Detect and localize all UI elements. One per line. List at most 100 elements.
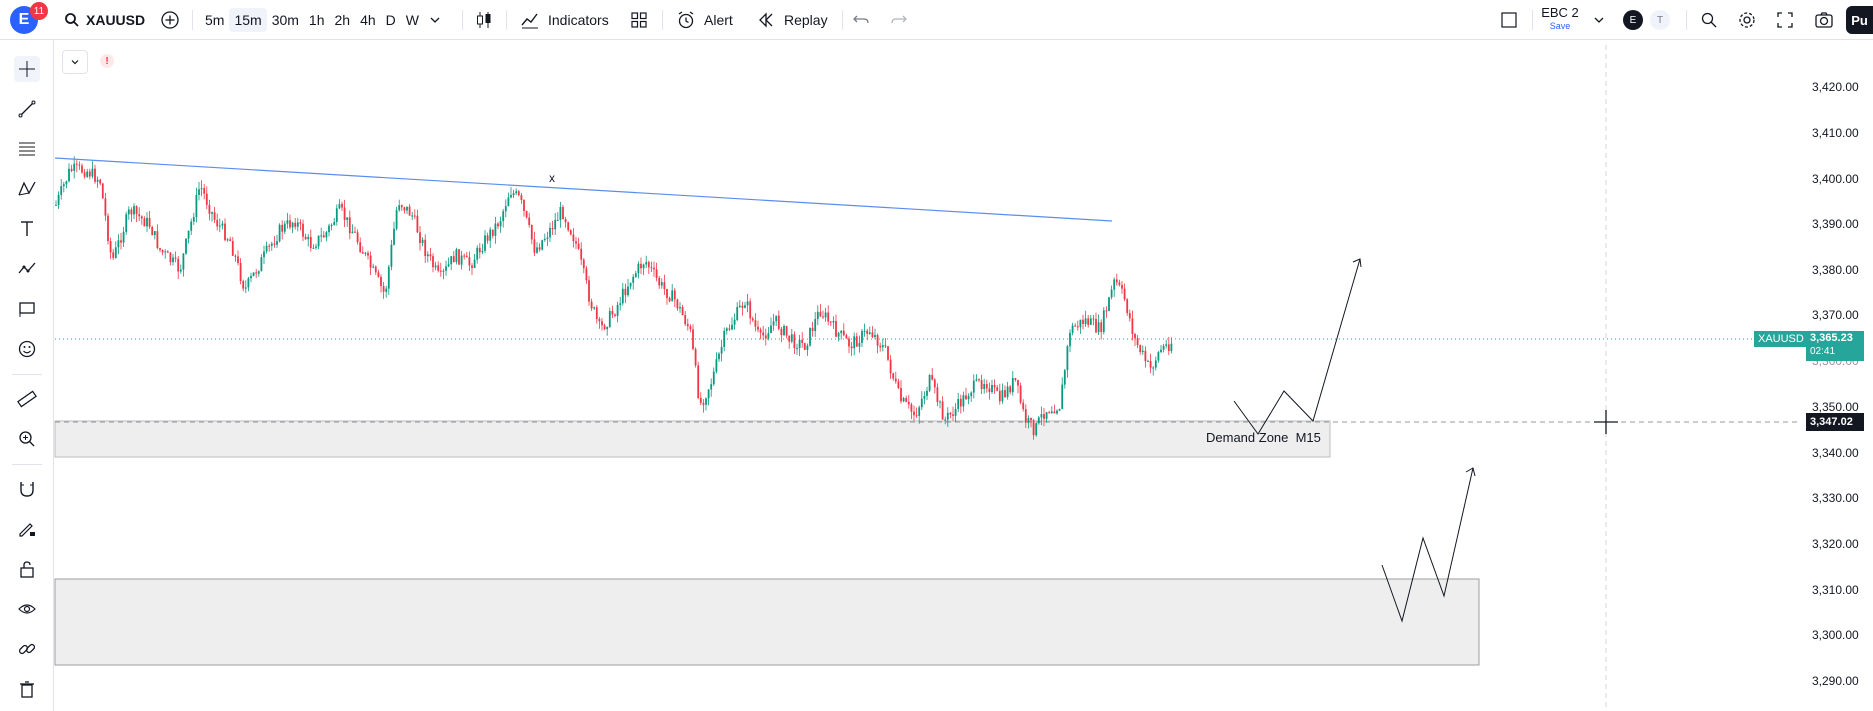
candle-body: [588, 280, 590, 302]
quick-search-button[interactable]: [1700, 0, 1718, 40]
sync-tool[interactable]: [14, 636, 40, 662]
candle-body: [1149, 360, 1152, 368]
timeframe-2h[interactable]: 2h: [334, 12, 351, 28]
timeframe-w[interactable]: W: [405, 12, 419, 28]
magnet-icon: [20, 482, 34, 497]
candle-body: [575, 241, 577, 244]
user-avatar-e[interactable]: E: [1623, 0, 1643, 40]
candle-body: [57, 194, 60, 205]
forecast-tool[interactable]: [14, 256, 40, 282]
rectangle-icon: [19, 302, 35, 317]
candle-body: [114, 247, 117, 258]
fib-tool[interactable]: [14, 136, 40, 162]
candle-body: [387, 266, 390, 289]
chevron-down-icon[interactable]: [428, 13, 442, 27]
layout-name: EBC 2: [1541, 5, 1579, 20]
demand-zone-lower[interactable]: [54, 578, 1480, 666]
candle-body: [1045, 412, 1048, 419]
candle-body: [671, 290, 674, 302]
undo-button[interactable]: [852, 0, 870, 40]
pattern-tool[interactable]: [14, 176, 40, 202]
timeframe-d[interactable]: D: [385, 12, 396, 28]
candle-body: [99, 179, 102, 184]
redo-button[interactable]: [890, 0, 908, 40]
candle-body: [161, 249, 164, 253]
demand-zone-m15[interactable]: [54, 420, 1331, 458]
candle-body: [697, 365, 700, 398]
drawing-toolbar: [0, 40, 54, 711]
candle-body: [806, 345, 809, 350]
timeframe-30m[interactable]: 30m: [271, 12, 299, 28]
candle-body: [788, 335, 791, 342]
candle-body: [658, 277, 661, 286]
settings-button[interactable]: [1738, 0, 1756, 40]
candle-body: [517, 191, 520, 196]
candle-body: [151, 226, 154, 236]
text-tool[interactable]: [14, 216, 40, 242]
candle-body: [686, 324, 689, 327]
candle-body: [668, 298, 671, 302]
candle-body: [998, 390, 1001, 402]
candle-body: [364, 252, 367, 254]
candle-body: [634, 273, 637, 277]
timeframe-1h[interactable]: 1h: [308, 12, 325, 28]
symbol-price-tag: XAUUSD: [1754, 331, 1808, 347]
projection-path-lower[interactable]: [1381, 467, 1474, 623]
layout-select-button[interactable]: [1500, 0, 1518, 40]
compare-button[interactable]: [160, 0, 180, 40]
divider: [12, 464, 42, 465]
stay-drawing-tool[interactable]: [14, 516, 40, 542]
candle-body: [268, 245, 271, 247]
emoji-tool[interactable]: [14, 336, 40, 362]
fullscreen-button[interactable]: [1776, 0, 1794, 40]
ruler-tool[interactable]: [14, 386, 40, 412]
snapshot-button[interactable]: [1814, 0, 1834, 40]
candle-body: [117, 240, 120, 248]
alert-button[interactable]: Alert: [676, 0, 733, 40]
crosshair-tool[interactable]: [14, 56, 40, 82]
candle-body: [1011, 378, 1014, 393]
candle-body: [790, 334, 793, 342]
candle-body: [1024, 409, 1027, 423]
publish-button[interactable]: Pu: [1846, 6, 1873, 34]
candle-body: [190, 221, 193, 231]
chart-type-button[interactable]: [474, 0, 494, 40]
zoom-tool[interactable]: [14, 426, 40, 452]
timeframe-5m[interactable]: 5m: [205, 12, 225, 28]
symbol-search-button[interactable]: XAUUSD: [64, 0, 145, 40]
layout-chevron[interactable]: [1592, 0, 1606, 40]
candle-body: [1126, 299, 1129, 314]
divider: [662, 10, 663, 30]
candle-body: [666, 288, 668, 299]
projection-path-upper[interactable]: [1233, 258, 1361, 435]
trend-line-tool[interactable]: [14, 96, 40, 122]
candle-body: [939, 401, 941, 403]
trend-line[interactable]: [54, 157, 1113, 222]
replay-icon: [759, 12, 773, 28]
candle-body: [822, 316, 824, 318]
indicators-button[interactable]: Indicators: [520, 0, 609, 40]
lock-tool[interactable]: [14, 556, 40, 582]
replay-button[interactable]: Replay: [756, 0, 828, 40]
candle-body: [647, 262, 650, 268]
templates-button[interactable]: [630, 0, 648, 40]
layout-name-button[interactable]: EBC 2 Save: [1540, 6, 1580, 32]
timeframe-4h[interactable]: 4h: [360, 12, 376, 28]
rectangle-tool[interactable]: [14, 296, 40, 322]
price-axis-label: 3,400.00: [1812, 172, 1859, 186]
legend-toggle-button[interactable]: [62, 50, 88, 74]
timeframe-15m[interactable]: 15m: [229, 8, 267, 32]
candle-body: [463, 255, 466, 257]
redo-icon: [891, 15, 907, 24]
remove-tool[interactable]: [14, 676, 40, 702]
candle-body: [510, 195, 512, 198]
candle-body: [837, 333, 840, 337]
candle-body: [512, 193, 515, 196]
user-avatar-t[interactable]: T: [1650, 0, 1670, 40]
warning-icon[interactable]: !: [100, 54, 114, 68]
candle-body: [855, 336, 858, 347]
visibility-tool[interactable]: [14, 596, 40, 622]
magnet-tool[interactable]: [14, 476, 40, 502]
candle-body: [863, 330, 866, 332]
